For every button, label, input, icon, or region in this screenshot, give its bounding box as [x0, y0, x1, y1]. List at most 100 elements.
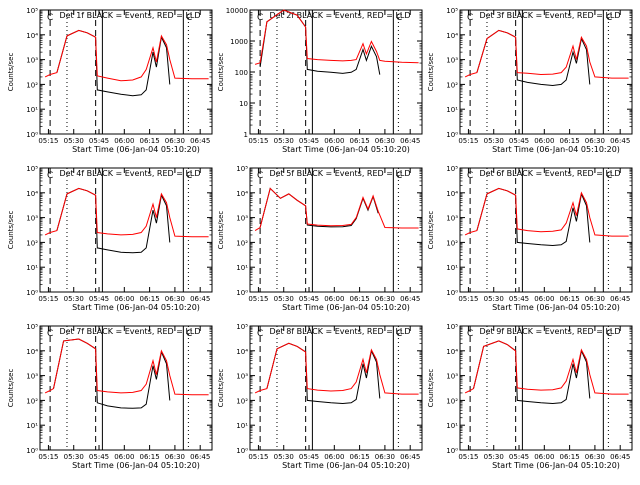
plot-frame: [459, 9, 633, 135]
y-tick-label: 10¹: [26, 106, 38, 114]
y-tick-label: 10³: [26, 373, 38, 381]
panel-title: Det 3f BLACK = Events, RED = LLD: [479, 11, 620, 20]
y-axis-label: Counts/sec: [217, 53, 225, 92]
y-tick-label: 1: [244, 131, 248, 139]
series-line-red: [254, 342, 419, 395]
y-tick-label: 10¹: [236, 422, 248, 430]
x-tick-label: 05:30: [64, 137, 84, 145]
annotation-c: C: [606, 329, 612, 339]
x-tick-label: 06:30: [375, 137, 395, 145]
x-axis-label: Start Time (06-Jan-04 05:10:20): [492, 461, 620, 470]
plot-frame: [459, 325, 633, 451]
plot-frame: [249, 9, 423, 135]
annotation-c: C: [257, 171, 263, 181]
series-line-red: [254, 187, 419, 232]
x-tick-label: 06:15: [140, 295, 160, 303]
x-tick-label: 05:45: [89, 137, 109, 145]
annotation-c: C: [467, 329, 473, 339]
x-tick-label: 06:15: [560, 137, 580, 145]
x-tick-label: 05:45: [89, 295, 109, 303]
x-tick-label: 05:30: [64, 295, 84, 303]
annotation-c: C: [257, 329, 263, 339]
y-tick-label: 10¹: [446, 264, 458, 272]
x-tick-label: 05:45: [89, 453, 109, 461]
annotation-c: C: [257, 13, 263, 23]
x-tick-label: 05:15: [248, 453, 268, 461]
y-axis-label: Counts/sec: [7, 211, 15, 250]
annotation-c: C: [396, 329, 402, 339]
x-tick-label: 06:15: [350, 295, 370, 303]
panel-title: Det 2f BLACK = Events, RED = LLD: [269, 11, 410, 20]
y-tick-label: 10²: [446, 239, 458, 247]
x-tick-label: 06:45: [190, 295, 210, 303]
x-tick-label: 06:30: [165, 137, 185, 145]
annotation-c: C: [396, 171, 402, 181]
x-tick-label: 06:45: [400, 453, 420, 461]
y-tick-label: 10⁴: [26, 348, 38, 356]
x-axis-label: Start Time (06-Jan-04 05:10:20): [72, 303, 200, 312]
y-tick-label: 100: [235, 69, 248, 77]
y-axis-label: Counts/sec: [217, 369, 225, 408]
x-tick-label: 06:30: [585, 137, 605, 145]
y-tick-label: 10³: [236, 215, 248, 223]
y-tick-label: 10000: [226, 7, 248, 15]
series-line-black: [476, 29, 591, 87]
x-axis-label: Start Time (06-Jan-04 05:10:20): [492, 145, 620, 154]
y-tick-label: 10⁴: [236, 348, 248, 356]
y-tick-label: 10³: [446, 215, 458, 223]
annotation-c: C: [606, 171, 612, 181]
panel-title: Det 1f BLACK = Events, RED = LLD: [59, 11, 200, 20]
x-tick-label: 06:30: [585, 453, 605, 461]
series-line-red: [44, 187, 209, 238]
y-tick-label: 10⁴: [236, 190, 248, 198]
x-tick-label: 06:00: [324, 295, 344, 303]
y-tick-label: 1000: [230, 38, 248, 46]
y-tick-label: 10¹: [26, 264, 38, 272]
x-tick-label: 05:45: [509, 137, 529, 145]
x-tick-label: 06:00: [534, 295, 554, 303]
y-tick-label: 10¹: [446, 106, 458, 114]
x-tick-label: 06:15: [560, 453, 580, 461]
series-line-black: [473, 340, 591, 405]
series-line-red: [464, 340, 629, 395]
panel-title: Det 7f BLACK = Events, RED = LLD: [59, 327, 200, 336]
x-tick-label: 05:30: [274, 295, 294, 303]
x-tick-label: 06:30: [165, 453, 185, 461]
annotation-c: C: [186, 13, 192, 23]
y-tick-label: 10²: [236, 239, 248, 247]
y-axis-label: Counts/sec: [427, 211, 435, 250]
y-tick-label: 10²: [446, 81, 458, 89]
series-line-red: [44, 338, 209, 396]
x-tick-label: 06:15: [350, 453, 370, 461]
y-tick-label: 10⁵: [446, 7, 458, 15]
x-tick-label: 06:15: [140, 137, 160, 145]
series-line-black: [56, 187, 171, 254]
panel-title: Det 8f BLACK = Events, RED = LLD: [269, 327, 410, 336]
annotation-c: C: [47, 13, 53, 23]
series-line-black: [266, 342, 381, 405]
y-tick-label: 10⁴: [446, 190, 458, 198]
y-tick-label: 10⁰: [236, 289, 248, 297]
y-tick-label: 10⁰: [26, 289, 38, 297]
y-tick-label: 10²: [446, 397, 458, 405]
plot-frame: [39, 9, 213, 135]
y-tick-label: 10³: [26, 57, 38, 65]
x-tick-label: 06:15: [140, 453, 160, 461]
x-tick-label: 06:30: [165, 295, 185, 303]
x-tick-label: 05:45: [299, 137, 319, 145]
x-tick-label: 05:30: [64, 453, 84, 461]
x-tick-label: 05:15: [38, 453, 58, 461]
y-tick-label: 10⁵: [236, 323, 248, 331]
annotation-c: C: [47, 171, 53, 181]
x-tick-label: 06:00: [114, 453, 134, 461]
y-tick-label: 10²: [26, 239, 38, 247]
y-tick-label: 10⁰: [446, 447, 458, 455]
y-tick-label: 10²: [236, 397, 248, 405]
x-axis-label: Start Time (06-Jan-04 05:10:20): [282, 461, 410, 470]
